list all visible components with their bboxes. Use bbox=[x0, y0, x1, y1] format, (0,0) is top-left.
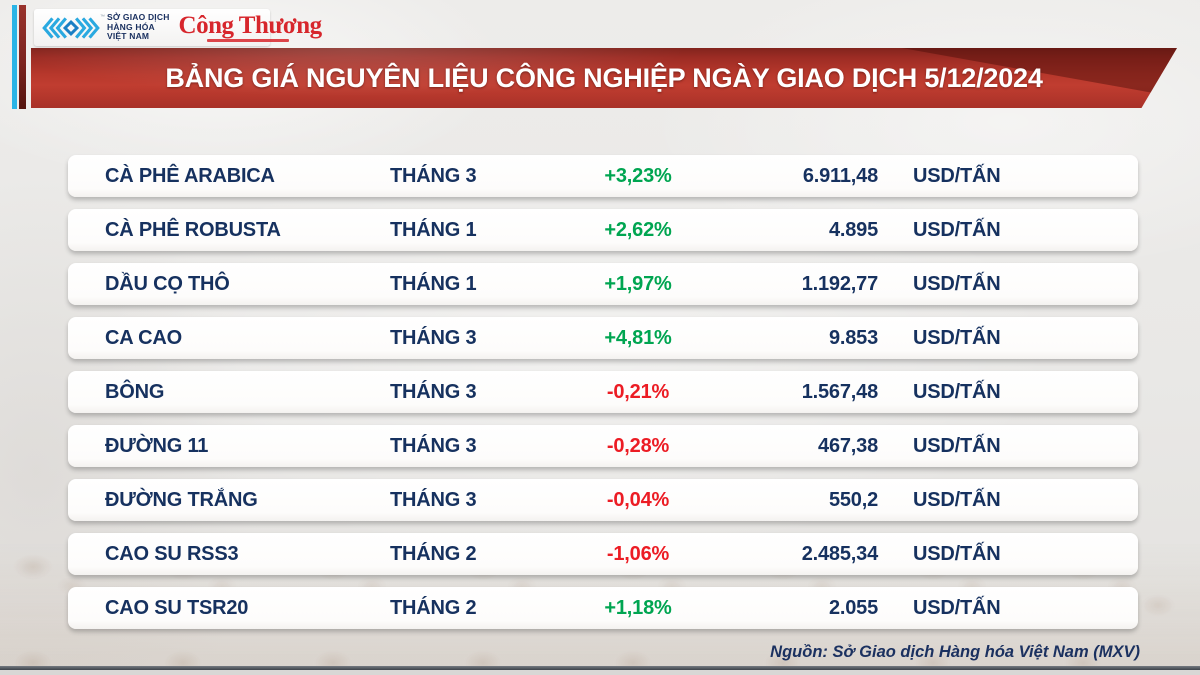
commodity-name: CAO SU RSS3 bbox=[105, 542, 239, 565]
price-unit: USD/TẤN bbox=[913, 326, 1001, 349]
price-value: 1.192,77 bbox=[801, 272, 878, 295]
title-ribbon: BẢNG GIÁ NGUYÊN LIỆU CÔNG NGHIỆP NGÀY GI… bbox=[31, 48, 1177, 108]
change-percent: +3,23% bbox=[604, 164, 672, 187]
price-value: 2.055 bbox=[828, 596, 878, 619]
commodity-name: CÀ PHÊ ROBUSTA bbox=[105, 218, 281, 241]
price-unit: USD/TẤN bbox=[913, 596, 1001, 619]
congthuong-logo: Công Thương bbox=[178, 11, 323, 42]
commodity-name: ĐƯỜNG TRẮNG bbox=[105, 488, 258, 511]
price-value: 4.895 bbox=[828, 218, 878, 241]
price-unit: USD/TẤN bbox=[913, 164, 1001, 187]
table-row: BÔNG THÁNG 3 -0,21% 1.567,48 USD/TẤN bbox=[68, 371, 1138, 413]
bottom-divider bbox=[0, 666, 1200, 670]
contract-month: THÁNG 3 bbox=[390, 380, 477, 403]
table-row: CÀ PHÊ ROBUSTA THÁNG 1 +2,62% 4.895 USD/… bbox=[68, 209, 1138, 251]
mxv-logo-icon bbox=[42, 16, 100, 39]
congthuong-tagline-strip bbox=[206, 38, 289, 42]
change-percent: -0,04% bbox=[606, 488, 670, 511]
mxv-text-line2: HÀNG HÓA bbox=[107, 21, 155, 32]
price-value: 9.853 bbox=[828, 326, 878, 349]
price-unit: USD/TẤN bbox=[913, 542, 1001, 565]
contract-month: THÁNG 3 bbox=[390, 434, 477, 457]
contract-month: THÁNG 1 bbox=[390, 218, 477, 241]
commodity-name: CA CAO bbox=[105, 326, 182, 349]
mxv-logo-text: SỞ GIAO DỊCH HÀNG HÓA VIỆT NAM bbox=[107, 13, 170, 42]
mxv-text-line3: VIỆT NAM bbox=[107, 31, 150, 42]
table-row: CÀ PHÊ ARABICA THÁNG 3 +3,23% 6.911,48 U… bbox=[68, 155, 1138, 197]
commodity-name: BÔNG bbox=[105, 380, 165, 403]
congthuong-wordmark: Công Thương bbox=[178, 11, 323, 39]
contract-month: THÁNG 1 bbox=[390, 272, 477, 295]
price-unit: USD/TẤN bbox=[913, 380, 1001, 403]
change-percent: -0,21% bbox=[606, 380, 670, 403]
price-value: 1.567,48 bbox=[801, 380, 878, 403]
contract-month: THÁNG 3 bbox=[390, 488, 477, 511]
commodity-name: ĐƯỜNG 11 bbox=[105, 434, 209, 457]
change-percent: -0,28% bbox=[606, 434, 670, 457]
table-row: CAO SU RSS3 THÁNG 2 -1,06% 2.485,34 USD/… bbox=[68, 533, 1138, 575]
commodity-name: CÀ PHÊ ARABICA bbox=[105, 164, 275, 187]
contract-month: THÁNG 3 bbox=[390, 164, 477, 187]
commodity-name: CAO SU TSR20 bbox=[105, 596, 249, 619]
change-percent: -1,06% bbox=[606, 542, 670, 565]
change-percent: +4,81% bbox=[604, 326, 672, 349]
price-value: 550,2 bbox=[828, 488, 878, 511]
table-row: ĐƯỜNG TRẮNG THÁNG 3 -0,04% 550,2 USD/TẤN bbox=[68, 479, 1138, 521]
header-logo-plate: ™ SỞ GIAO DỊCH HÀNG HÓA VIỆT NAM Công Th… bbox=[34, 9, 322, 46]
table-row: CA CAO THÁNG 3 +4,81% 9.853 USD/TẤN bbox=[68, 317, 1138, 359]
table-row: DẦU CỌ THÔ THÁNG 1 +1,97% 1.192,77 USD/T… bbox=[68, 263, 1138, 305]
commodity-name: DẦU CỌ THÔ bbox=[105, 272, 230, 295]
price-value: 467,38 bbox=[818, 434, 878, 457]
left-accent-bar-maroon bbox=[19, 5, 26, 109]
price-value: 6.911,48 bbox=[802, 164, 878, 187]
page-title: BẢNG GIÁ NGUYÊN LIỆU CÔNG NGHIỆP NGÀY GI… bbox=[165, 62, 1043, 93]
mxv-text-line1: SỞ GIAO DỊCH bbox=[107, 12, 170, 23]
source-note: Nguồn: Sở Giao dịch Hàng hóa Việt Nam (M… bbox=[770, 643, 1140, 661]
contract-month: THÁNG 2 bbox=[390, 542, 477, 565]
change-percent: +2,62% bbox=[604, 218, 672, 241]
price-unit: USD/TẤN bbox=[913, 488, 1001, 511]
contract-month: THÁNG 3 bbox=[390, 326, 477, 349]
table-row: CAO SU TSR20 THÁNG 2 +1,18% 2.055 USD/TẤ… bbox=[68, 587, 1138, 629]
trademark-mark: ™ bbox=[100, 14, 105, 20]
price-unit: USD/TẤN bbox=[913, 272, 1001, 295]
change-percent: +1,18% bbox=[604, 596, 672, 619]
price-value: 2.485,34 bbox=[801, 542, 878, 565]
contract-month: THÁNG 2 bbox=[390, 596, 477, 619]
price-unit: USD/TẤN bbox=[913, 434, 1001, 457]
table-row: ĐƯỜNG 11 THÁNG 3 -0,28% 467,38 USD/TẤN bbox=[68, 425, 1138, 467]
left-accent-bar-cyan bbox=[12, 5, 17, 109]
bottom-strip bbox=[0, 670, 1200, 675]
change-percent: +1,97% bbox=[604, 272, 672, 295]
price-table: CÀ PHÊ ARABICA THÁNG 3 +3,23% 6.911,48 U… bbox=[68, 155, 1138, 641]
price-unit: USD/TẤN bbox=[913, 218, 1001, 241]
